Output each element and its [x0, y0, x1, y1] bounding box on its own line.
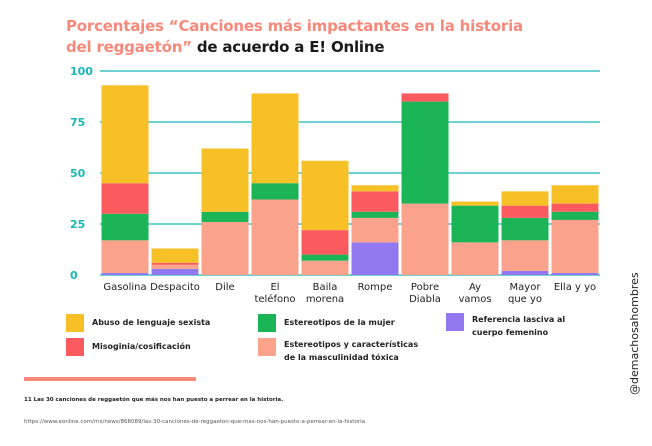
x-tick-label-6-1: Diabla: [409, 294, 441, 305]
bar-segment-5-1: [351, 217, 399, 243]
x-tick-label-7-1: vamos: [458, 294, 491, 305]
bar-segment-6-3: [401, 93, 449, 102]
legend-item-lasciva: Referencia lasciva al cuerpo femenino: [446, 313, 565, 339]
footnote: 11 Las 30 canciones de reggaetón que más…: [24, 397, 284, 403]
bar-segment-7-2: [451, 205, 499, 243]
x-tick-label-2-0: Dile: [215, 282, 234, 293]
y-tick-label-25: 25: [70, 218, 85, 231]
legend-swatch-mujer: [258, 314, 276, 332]
title-line-2-accent: del reggaetón”: [66, 38, 192, 56]
title-line-2-rest: de acuerdo a E! Online: [191, 38, 385, 56]
bar-segment-8-4: [501, 191, 549, 206]
legend-item-abuso: Abuso de lenguaje sexista: [66, 314, 210, 332]
bar-segment-0-4: [101, 85, 149, 184]
x-tick-label-5-0: Rompe: [358, 282, 393, 293]
bar-segment-8-2: [501, 217, 549, 241]
x-tick-label-3-0: El: [270, 282, 279, 293]
bar-segment-1-3: [151, 262, 199, 265]
bar-segment-1-1: [151, 264, 199, 269]
bar-segment-8-3: [501, 205, 549, 218]
bar-segment-4-2: [301, 254, 349, 261]
bar-segment-5-3: [351, 191, 399, 212]
legend-swatch-misoginia: [66, 338, 84, 356]
y-tick-label-0: 0: [70, 269, 78, 282]
x-tick-label-8-0: Mayor: [510, 282, 542, 293]
x-tick-label-1-0: Despacito: [150, 282, 200, 293]
bar-segment-9-2: [551, 211, 599, 220]
title-line-1: Porcentajes “Canciones más impactantes e…: [66, 17, 523, 35]
x-tick-label-7-0: Ay: [469, 282, 481, 293]
legend-item-misoginia: Misoginia/cosificación: [66, 338, 191, 356]
bar-segment-5-2: [351, 211, 399, 218]
bar-segment-0-3: [101, 183, 149, 214]
bar-segment-3-4: [251, 93, 299, 184]
divider-bar: [24, 377, 196, 381]
title-line-2: del reggaetón” de acuerdo a E! Online: [66, 37, 523, 58]
bar-segment-4-4: [301, 160, 349, 231]
bar-segment-9-0: [551, 272, 599, 275]
x-tick-label-4-1: morena: [306, 294, 344, 305]
y-tick-label-50: 50: [70, 167, 86, 180]
bar-segment-0-2: [101, 213, 149, 241]
bar-segment-3-1: [251, 199, 299, 275]
stacked-bar-chart: 0 25 50 75 100 Gasolina Despacito Dile Elteléfon…: [70, 65, 600, 305]
bar-segment-0-1: [101, 240, 149, 273]
bar-segment-6-2: [401, 101, 449, 204]
bar-segment-5-4: [351, 185, 399, 192]
x-tick-label-4-0: Baila: [313, 282, 338, 293]
legend-label-lasciva: Referencia lasciva al cuerpo femenino: [472, 315, 566, 337]
bar-segment-2-2: [201, 211, 249, 222]
legend-label-mujer: Estereotipos de la mujer: [284, 318, 395, 327]
bar-segment-8-0: [501, 270, 549, 275]
y-tick-label-75: 75: [70, 116, 85, 129]
legend-item-masculinidad: Estereotipos y características de la mas…: [258, 338, 418, 364]
x-tick-label-9-0: Ella y yo: [554, 282, 596, 293]
bar-segment-8-1: [501, 240, 549, 271]
author-handle: @demachosahombres: [628, 205, 641, 405]
x-tick-label-3-1: teléfono: [254, 293, 295, 305]
bar-segment-1-0: [151, 268, 199, 275]
legend-item-mujer: Estereotipos de la mujer: [258, 314, 395, 332]
source-url: https://www.eonline.com/mx/news/868089/l…: [24, 419, 365, 425]
x-tick-label-0-0: Gasolina: [103, 282, 146, 293]
bar-segment-3-2: [251, 183, 299, 200]
legend-swatch-masculinidad: [258, 338, 276, 356]
legend-label-abuso: Abuso de lenguaje sexista: [92, 318, 211, 327]
bar-segment-9-1: [551, 219, 599, 273]
x-tick-label-6-0: Pobre: [411, 282, 439, 293]
bar-segment-9-3: [551, 203, 599, 212]
bar-segment-4-1: [301, 260, 349, 275]
bar-segment-5-0: [351, 242, 399, 275]
bar-segment-1-4: [151, 248, 199, 263]
legend-swatch-abuso: [66, 314, 84, 332]
bar-segment-7-4: [451, 201, 499, 206]
author-handle-text: @demachosahombres: [628, 272, 641, 395]
y-tick-label-100: 100: [70, 65, 93, 78]
bar-segment-4-3: [301, 230, 349, 255]
legend-label-misoginia: Misoginia/cosificación: [92, 342, 191, 351]
bar-segment-9-4: [551, 185, 599, 204]
x-tick-label-8-1: que yo: [508, 294, 542, 305]
bar-segment-2-1: [201, 221, 249, 275]
bar-segment-0-0: [101, 272, 149, 275]
bar-segment-7-1: [451, 242, 499, 275]
chart-title: Porcentajes “Canciones más impactantes e…: [66, 16, 523, 58]
bar-segment-6-1: [401, 203, 449, 275]
legend-label-masculinidad: Estereotipos y características de la mas…: [284, 340, 419, 362]
legend-swatch-lasciva: [446, 313, 464, 331]
bar-segment-2-4: [201, 148, 249, 212]
